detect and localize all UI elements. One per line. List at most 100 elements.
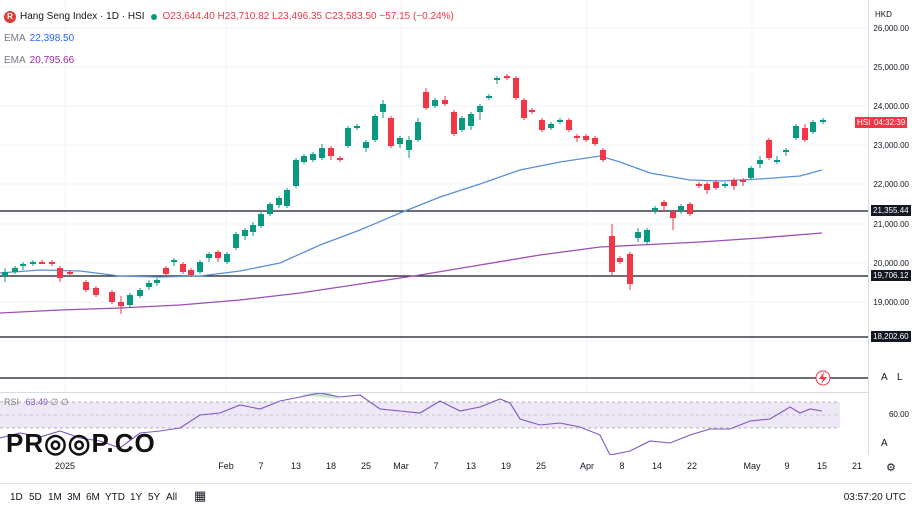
candle-body	[652, 208, 658, 210]
candle-body	[276, 198, 282, 205]
candle-body	[415, 122, 421, 140]
candle-body	[12, 268, 18, 272]
date-range-calendar-icon[interactable]: ▦	[194, 488, 207, 503]
candle-body	[258, 214, 264, 226]
candle-body	[267, 204, 273, 214]
candle-body	[600, 150, 606, 160]
timeframe-5d[interactable]: 5D	[29, 492, 42, 503]
ema-fast-line	[0, 155, 823, 278]
candle-body	[180, 264, 186, 272]
candle-body	[548, 124, 554, 128]
currency-label[interactable]: HKD	[875, 10, 892, 19]
time-axis[interactable]: 2025 Feb 7 13 18 25 Mar 7 13 19 25 Apr 8…	[0, 455, 896, 477]
lightning-icon[interactable]	[815, 370, 831, 386]
candle-body	[380, 104, 386, 112]
candle-body	[451, 112, 457, 134]
time-tick: Mar	[393, 461, 409, 471]
candle-body	[188, 270, 194, 275]
symbol-title[interactable]: Hang Seng Index · 1D · HSI	[20, 11, 145, 22]
hsi-time: 04:32:39	[874, 118, 906, 127]
candle-body	[740, 180, 746, 182]
time-tick: 7	[433, 461, 439, 471]
candle-body	[696, 184, 702, 186]
candle-body	[635, 232, 641, 238]
candle-body	[793, 126, 799, 138]
candle-body	[477, 106, 483, 112]
candle-body	[233, 234, 239, 248]
market-status-icon	[150, 14, 157, 20]
settings-gear-icon[interactable]: ⚙	[886, 462, 896, 474]
ema1-label: EMA	[4, 33, 26, 44]
price-label-24000: 24,000.00	[873, 102, 909, 111]
log-scale-button[interactable]: L	[897, 372, 903, 383]
candle-body	[301, 156, 307, 162]
auto-scale-button[interactable]: A	[881, 372, 888, 383]
level-tag-21355: 21,355.44	[871, 205, 911, 216]
rsi-auto-button[interactable]: A	[881, 438, 888, 449]
candle-body	[687, 204, 693, 214]
candle-body	[617, 258, 623, 262]
timeframe-1y[interactable]: 1Y	[130, 492, 143, 503]
candle-body	[137, 290, 143, 296]
chart-legend: R Hang Seng Index · 1D · HSI O23,644.40 …	[4, 6, 454, 72]
hsi-price-tag: HSI	[855, 117, 873, 128]
candle-body	[328, 148, 334, 156]
candle-body	[459, 118, 465, 130]
candle-body	[574, 136, 580, 138]
timeframe-6m[interactable]: 6M	[86, 492, 100, 503]
candle-body	[432, 100, 438, 106]
candle-body	[529, 110, 535, 112]
candle-body	[583, 136, 589, 140]
rsi-legend[interactable]: RSI 63.49 ∅ ∅	[4, 397, 73, 408]
symbol-row[interactable]: R Hang Seng Index · 1D · HSI O23,644.40 …	[4, 6, 454, 28]
rsi-chart	[0, 393, 840, 455]
price-label-22000: 22,000.00	[873, 180, 909, 189]
candle-body	[468, 114, 474, 126]
ema2-row[interactable]: EMA 20,795.66	[4, 50, 454, 72]
candle-body	[609, 236, 615, 272]
time-tick: 2025	[54, 461, 76, 471]
candle-body	[30, 262, 36, 264]
timeframe-1m[interactable]: 1M	[48, 492, 62, 503]
time-tick: 8	[619, 461, 625, 471]
candle-body	[388, 118, 394, 146]
candle-body	[49, 262, 55, 264]
candle-body	[310, 154, 316, 160]
ema1-row[interactable]: EMA 22,398.50	[4, 28, 454, 50]
time-tick: May	[743, 461, 761, 471]
candle-body	[539, 120, 545, 130]
candle-body	[504, 76, 510, 78]
price-axis[interactable]: HKD 26,000.00 25,000.00 24,000.00 23,000…	[855, 0, 912, 455]
level-tag-18202: 18,202.60	[871, 331, 911, 342]
ema2-label: EMA	[4, 55, 26, 66]
timeframe-5y[interactable]: 5Y	[148, 492, 161, 503]
timeframe-3m[interactable]: 3M	[67, 492, 81, 503]
hsi-tag-label: HSI	[857, 118, 871, 127]
candle-body	[557, 120, 563, 122]
candle-body	[566, 120, 572, 130]
utc-clock[interactable]: 03:57:20 UTC	[843, 492, 906, 503]
rsi-pane[interactable]: RSI 63.49 ∅ ∅	[0, 392, 868, 455]
time-tick: 9	[784, 461, 790, 471]
time-tick: 15	[816, 461, 828, 471]
candle-body	[337, 158, 343, 160]
timeframe-1d[interactable]: 1D	[10, 492, 23, 503]
candle-body	[57, 268, 63, 278]
price-label-20000: 20,000.00	[873, 259, 909, 268]
price-label-25000: 25,000.00	[873, 63, 909, 72]
timeframe-ytd[interactable]: YTD	[105, 492, 125, 503]
time-tick: 18	[325, 461, 337, 471]
candle-body	[293, 160, 299, 186]
price-chart[interactable]: R Hang Seng Index · 1D · HSI O23,644.40 …	[0, 0, 868, 392]
candle-body	[783, 150, 789, 152]
candle-body	[678, 206, 684, 210]
candle-body	[513, 78, 519, 98]
ema-slow-line	[0, 232, 823, 314]
candle-body	[748, 168, 754, 178]
timeframe-all[interactable]: All	[166, 492, 178, 503]
candle-body	[704, 184, 710, 190]
price-label-21000: 21,000.00	[873, 220, 909, 229]
time-tick: 14	[651, 461, 663, 471]
time-tick: 7	[258, 461, 264, 471]
bottom-toolbar: 1D 5D 1M 3M 6M YTD 1Y 5Y All ▦ 03:57:20 …	[0, 483, 912, 514]
